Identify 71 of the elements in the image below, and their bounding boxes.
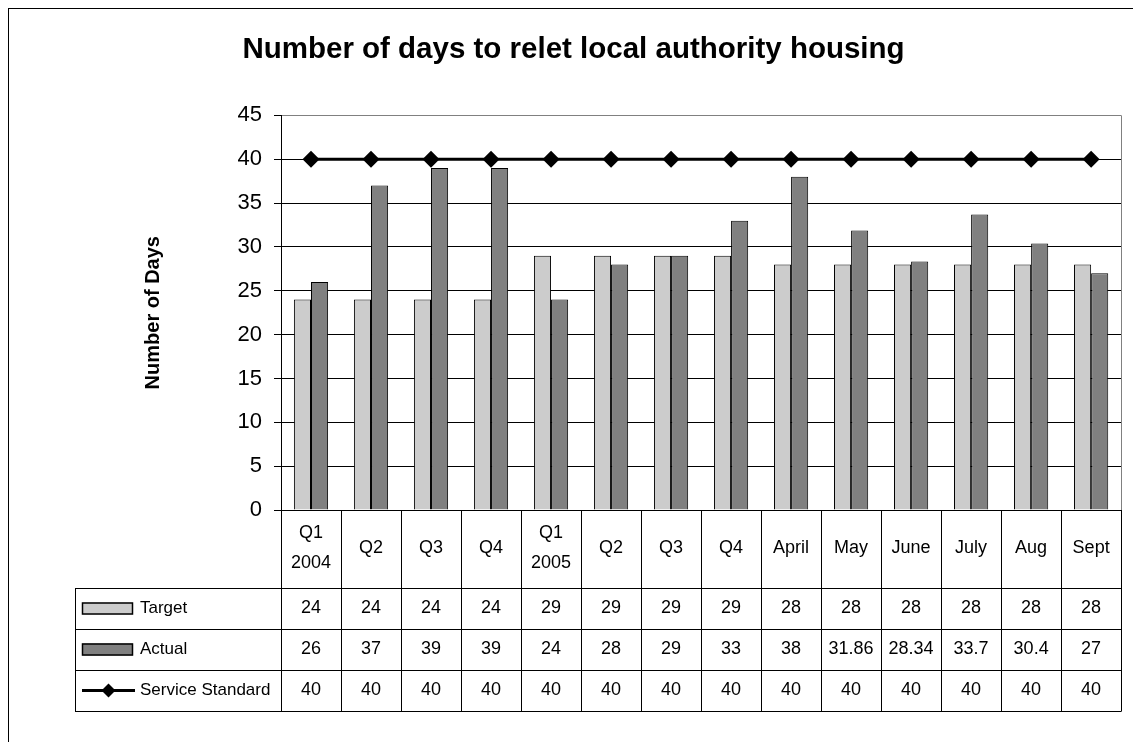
data-label: 29 xyxy=(721,597,742,618)
data-label: 40 xyxy=(901,679,922,700)
x-tick-label: Q3 xyxy=(659,536,684,557)
y-axis-title: Number of Days xyxy=(140,236,163,390)
legend-label: Service Standard xyxy=(140,680,271,700)
data-label: 40 xyxy=(541,679,562,700)
data-label: 28 xyxy=(1081,597,1102,618)
data-label: 33 xyxy=(721,638,742,659)
data-label: 29 xyxy=(541,597,562,618)
x-tick-label: Aug xyxy=(1015,536,1048,557)
data-label: 28 xyxy=(781,597,802,618)
y-tick-label: 45 xyxy=(237,101,262,127)
x-tick-label: June xyxy=(891,536,931,557)
data-label: 39 xyxy=(421,638,442,659)
y-tick-label: 40 xyxy=(237,145,262,171)
x-tick-label: Sept xyxy=(1072,536,1110,557)
data-label: 29 xyxy=(661,597,682,618)
legend-label: Target xyxy=(140,598,188,618)
data-label: 27 xyxy=(1081,638,1102,659)
x-tick-label: Q2 xyxy=(359,536,384,557)
data-label: 24 xyxy=(361,597,382,618)
data-label: 26 xyxy=(300,638,322,659)
y-tick-label: 15 xyxy=(237,364,262,390)
x-tick-label: Q1 2005 xyxy=(531,521,572,572)
data-label: 30.4 xyxy=(1013,638,1049,659)
data-label: 40 xyxy=(841,679,862,700)
data-label: 24 xyxy=(300,597,322,618)
y-tick-label: 10 xyxy=(237,408,262,434)
x-tick-label: Q4 xyxy=(479,536,504,557)
data-label: 28 xyxy=(841,597,862,618)
data-label: 39 xyxy=(481,638,502,659)
data-label: 28 xyxy=(1021,597,1042,618)
y-tick-label: 25 xyxy=(237,276,262,302)
data-label: 29 xyxy=(601,597,622,618)
data-label: 31.86 xyxy=(828,638,874,659)
x-tick-label: July xyxy=(955,536,988,557)
data-label: 40 xyxy=(300,679,322,700)
data-label: 28.34 xyxy=(888,638,934,659)
x-tick-label: Q3 xyxy=(419,536,444,557)
data-label: 40 xyxy=(361,679,382,700)
y-tick-label: 20 xyxy=(237,320,262,346)
data-label: 24 xyxy=(421,597,442,618)
data-label: 40 xyxy=(781,679,802,700)
y-tick-label: 30 xyxy=(237,233,262,258)
data-label: 40 xyxy=(961,679,982,700)
x-tick-label: Q1 2004 xyxy=(290,521,332,572)
data-label: 40 xyxy=(721,679,742,700)
data-label: 40 xyxy=(661,679,682,700)
data-label: 29 xyxy=(661,638,682,659)
legend-label: Actual xyxy=(140,639,188,659)
data-label: 24 xyxy=(541,638,562,659)
x-tick-label: May xyxy=(834,536,869,557)
data-label: 24 xyxy=(481,597,502,618)
y-tick-label: 5 xyxy=(249,452,262,478)
data-label: 28 xyxy=(601,638,622,659)
x-tick-label: April xyxy=(773,536,810,557)
chart-title: Number of days to relet local authority housing xyxy=(242,30,905,64)
data-label: 40 xyxy=(1021,679,1042,700)
data-label: 38 xyxy=(781,638,802,659)
data-label: 37 xyxy=(361,638,382,659)
data-label: 28 xyxy=(961,597,982,618)
data-label: 28 xyxy=(901,597,922,618)
x-tick-label: Q2 xyxy=(599,536,624,557)
data-label: 33.7 xyxy=(953,638,989,659)
data-label: 40 xyxy=(481,679,502,700)
data-label: 40 xyxy=(421,679,442,700)
x-tick-label: Q4 xyxy=(719,536,744,557)
y-tick-label: 0 xyxy=(249,496,262,522)
data-label: 40 xyxy=(601,679,622,700)
y-tick-label: 35 xyxy=(237,189,262,215)
data-label: 40 xyxy=(1081,679,1102,700)
